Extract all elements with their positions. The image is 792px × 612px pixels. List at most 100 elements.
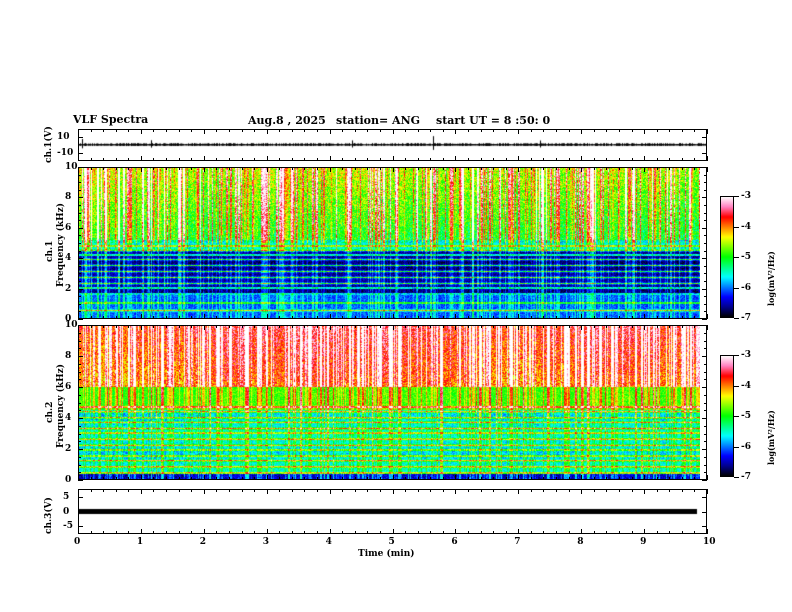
xtick-ch2-spectrogram xyxy=(379,325,381,328)
xtick-ch2-spectrogram xyxy=(216,325,218,328)
xtick-ch3-waveform xyxy=(707,529,708,534)
ylabel-ch1-spectrogram-chan: ch.1 xyxy=(45,240,55,262)
xtick-ch3-waveform xyxy=(103,489,105,492)
xtick-ch1-waveform xyxy=(556,129,558,132)
xtick-ch1-waveform xyxy=(228,158,230,161)
colorbar-tick-label-cb1: -3 xyxy=(741,191,751,201)
xtick-ch1-spectrogram xyxy=(228,167,230,170)
xtick-ch1-waveform xyxy=(291,129,293,132)
colorbar-title-cb2: log(mV²/Hz) xyxy=(766,410,776,465)
xtick-ch1-spectrogram xyxy=(103,316,105,319)
xtick-ch1-waveform xyxy=(317,158,319,161)
xtick-ch1-waveform xyxy=(669,129,671,132)
xtick-ch1-spectrogram xyxy=(417,167,419,170)
xtick-ch2-spectrogram xyxy=(518,325,520,330)
xtick-ch2-spectrogram xyxy=(556,325,558,328)
ylabel-ch2-spectrogram-chan: ch.2 xyxy=(45,401,55,423)
xtick-ch2-spectrogram xyxy=(417,325,419,328)
xtick-ch2-spectrogram xyxy=(593,325,595,328)
colorbar-tick-label-cb2: -5 xyxy=(741,411,751,421)
xtick-ch3-waveform xyxy=(430,489,432,492)
xtick-ch1-spectrogram xyxy=(317,167,319,170)
xtick-ch2-spectrogram xyxy=(228,325,230,328)
xtick-ch1-waveform xyxy=(417,129,419,132)
xtick-label: 2 xyxy=(199,537,207,547)
ytick-ch2spec xyxy=(702,325,707,326)
xtick-ch1-spectrogram xyxy=(342,167,344,170)
xtick-ch1-spectrogram xyxy=(379,167,381,170)
xtick-label: 10 xyxy=(703,537,716,547)
xtick-label: 9 xyxy=(640,537,647,547)
xtick-ch1-waveform xyxy=(417,158,419,161)
xtick-ch3-waveform xyxy=(140,529,142,534)
xtick-ch3-waveform xyxy=(203,529,205,534)
ytick-minor xyxy=(704,304,707,305)
xtick-ch1-spectrogram xyxy=(556,167,558,170)
xtick-ch3-waveform xyxy=(392,529,394,534)
xtick-ch2-spectrogram xyxy=(128,325,130,328)
xtick-ch1-spectrogram xyxy=(153,316,155,319)
xtick-ch1-spectrogram xyxy=(153,167,155,170)
ytick-ch3wave xyxy=(78,512,83,513)
ytick-ch1spec xyxy=(702,228,707,229)
colorbar-tick-cb1 xyxy=(734,288,739,289)
ytick-ch3wave xyxy=(702,497,707,498)
colorbar-tick-label-cb2: -7 xyxy=(741,472,751,482)
xtick-ch1-spectrogram xyxy=(228,316,230,319)
ytick-minor xyxy=(704,341,707,342)
xtick-ch1-waveform xyxy=(493,129,495,132)
ytick-ch2spec xyxy=(78,356,83,357)
xtick-ch3-waveform xyxy=(354,489,356,492)
xtick-ch1-waveform xyxy=(140,156,142,161)
xtick-ch1-spectrogram xyxy=(430,167,432,170)
ytick-minor xyxy=(78,296,81,297)
ytick-ch2spec xyxy=(78,480,83,481)
xtick-ch2-spectrogram xyxy=(417,477,419,480)
ytick-label-ch1spec: 2 xyxy=(65,283,72,294)
xtick-ch1-spectrogram xyxy=(467,316,469,319)
xtick-ch3-waveform xyxy=(442,531,444,534)
xtick-ch3-waveform xyxy=(543,531,545,534)
xtick-ch1-spectrogram xyxy=(606,167,608,170)
xtick-ch1-spectrogram xyxy=(191,167,193,170)
ytick-minor xyxy=(704,182,707,183)
colorbar-tick-cb2 xyxy=(734,447,739,448)
xtick-ch1-waveform xyxy=(140,129,142,134)
xtick-ch1-spectrogram xyxy=(543,167,545,170)
xtick-ch3-waveform xyxy=(656,531,658,534)
xtick-ch3-waveform xyxy=(153,531,155,534)
xtick-ch1-waveform xyxy=(153,129,155,132)
xtick-ch1-waveform xyxy=(618,129,620,132)
xtick-ch2-spectrogram xyxy=(254,325,256,328)
xtick-ch2-spectrogram xyxy=(254,477,256,480)
xtick-ch3-waveform xyxy=(153,489,155,492)
ytick-ch2spec xyxy=(78,325,83,326)
xtick-ch2-spectrogram xyxy=(153,325,155,328)
xtick-ch3-waveform xyxy=(354,531,356,534)
xtick-ch1-waveform xyxy=(379,129,381,132)
xtick-ch1-spectrogram xyxy=(669,316,671,319)
xtick-ch1-waveform xyxy=(530,158,532,161)
xtick-ch3-waveform xyxy=(241,531,243,534)
xtick-ch1-spectrogram xyxy=(694,167,696,170)
ytick-ch3wave xyxy=(702,526,707,527)
ytick-ch3wave xyxy=(78,497,83,498)
xtick-ch1-spectrogram xyxy=(505,167,507,170)
xtick-ch1-waveform xyxy=(644,129,646,134)
xtick-ch1-waveform xyxy=(266,129,268,134)
ytick-label-ch1spec: 8 xyxy=(65,192,72,203)
ytick-ch1spec xyxy=(702,289,707,290)
xtick-ch2-spectrogram xyxy=(669,477,671,480)
xtick-ch2-spectrogram xyxy=(467,325,469,328)
ytick-minor xyxy=(704,220,707,221)
ytick-minor xyxy=(78,379,81,380)
xtick-ch1-spectrogram xyxy=(669,167,671,170)
xtick-ch1-waveform xyxy=(317,129,319,132)
xtick-ch1-spectrogram xyxy=(254,316,256,319)
xtick-ch3-waveform xyxy=(644,529,646,534)
xtick-ch3-waveform xyxy=(530,489,532,492)
xtick-ch2-spectrogram xyxy=(442,325,444,328)
xtick-ch3-waveform xyxy=(128,489,130,492)
ytick-ch3wave xyxy=(702,512,707,513)
panel-ch2-spectrogram xyxy=(78,325,707,480)
